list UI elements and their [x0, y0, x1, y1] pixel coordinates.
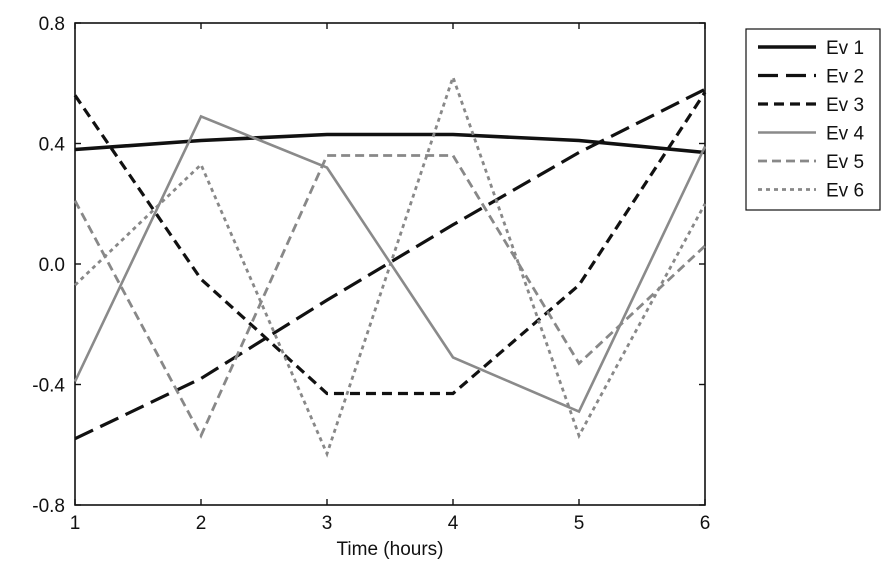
- legend: Ev 1 Ev 2 Ev 3 Ev 4 Ev 5 Ev 6: [745, 28, 881, 211]
- legend-label: Ev 2: [826, 67, 864, 88]
- y-tick-label: 0.0: [39, 255, 65, 276]
- x-tick-label: 6: [700, 513, 711, 534]
- series-lines: [73, 72, 707, 458]
- y-tick-label: -0.8: [32, 496, 65, 517]
- y-tick-label: 0.8: [39, 14, 65, 35]
- x-tick-label: 1: [70, 513, 81, 534]
- y-tick-label: -0.4: [32, 376, 65, 397]
- series-line-3: [73, 91, 707, 396]
- x-axis-label: Time (hours): [337, 539, 444, 560]
- y-axis: -0.8 -0.4 0.0 0.4 0.8: [32, 14, 705, 517]
- series-line-5: [73, 154, 706, 439]
- y-tick-label: 0.4: [39, 135, 66, 156]
- x-tick-label: 5: [574, 513, 585, 534]
- legend-frame: [745, 28, 881, 211]
- x-tick-label: 3: [322, 513, 333, 534]
- series-line-2: [74, 87, 706, 441]
- series-line-1: [74, 132, 706, 155]
- legend-label: Ev 5: [826, 152, 864, 173]
- legend-label: Ev 4: [826, 124, 864, 145]
- legend-label: Ev 3: [826, 95, 864, 116]
- x-tick-label: 2: [196, 513, 207, 534]
- x-axis: 1 2 3 4 5 6: [70, 23, 711, 534]
- x-tick-label: 4: [448, 513, 459, 534]
- series-line-6: [74, 72, 707, 458]
- legend-label: Ev 1: [826, 38, 864, 59]
- legend-label: Ev 6: [826, 181, 864, 202]
